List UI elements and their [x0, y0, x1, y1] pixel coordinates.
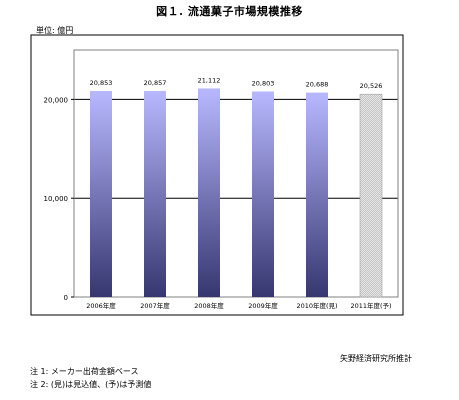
x-tick-label: 2007年度 [140, 301, 170, 310]
note-2: 注 2: (見)は見込値、(予)は予測値 [30, 380, 152, 389]
bar-value-label: 21,112 [198, 76, 221, 84]
bar [306, 92, 328, 297]
plot-area-border [73, 49, 399, 298]
y-tick-label: 20,000 [44, 96, 69, 104]
x-tick-label: 2009年度 [248, 301, 278, 310]
unit-label: 単位: 億円 [36, 26, 74, 35]
y-tick-label: 0 [64, 294, 68, 302]
source-credit: 矢野経済研究所推計 [340, 354, 412, 363]
chart-title: 図１. 流通菓子市場規模推移 [156, 5, 303, 18]
bar-value-label: 20,857 [144, 79, 167, 87]
bar-value-label: 20,688 [306, 81, 329, 89]
bar-value-label: 20,853 [90, 79, 113, 87]
x-tick-label: 2011年度(予) [350, 301, 391, 310]
x-tick-label: 2010年度(見) [296, 301, 337, 310]
bar [144, 90, 166, 298]
bar-value-label: 20,526 [360, 82, 383, 90]
bar [90, 90, 112, 298]
bar-forecast [359, 93, 383, 298]
bar-value-label: 20,803 [252, 79, 275, 87]
x-tick-label: 2006年度 [86, 301, 116, 310]
bar [252, 91, 274, 297]
x-tick-label: 2008年度 [194, 301, 224, 310]
chart-outer-frame [30, 34, 404, 316]
bar [198, 88, 220, 297]
y-tick-label: 10,000 [44, 195, 69, 203]
note-1: 注 1: メーカー出荷金額ベース [30, 367, 139, 376]
